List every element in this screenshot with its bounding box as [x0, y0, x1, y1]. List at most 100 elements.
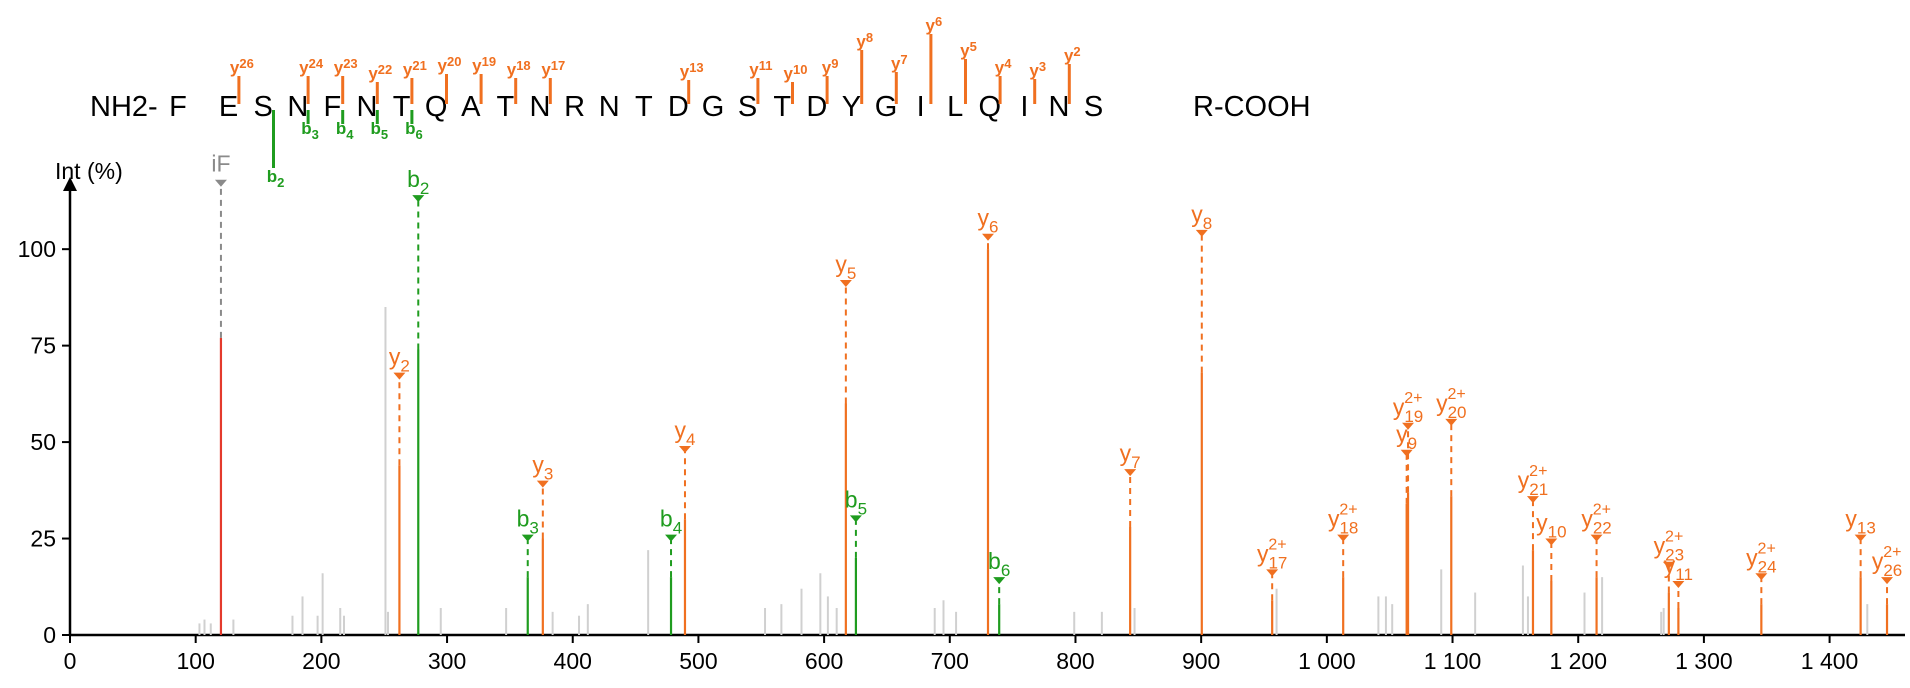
peak-label: y4: [674, 417, 695, 449]
sequence-residue: G: [875, 91, 898, 123]
sequence-residue: Q: [979, 91, 1002, 123]
sequence-residue: D: [806, 91, 827, 123]
y-tick-label: 100: [18, 236, 56, 262]
y-ion-mark-label: y4: [995, 56, 1012, 77]
peak-label: y7: [1120, 440, 1141, 472]
sequence-residue: Y: [842, 91, 861, 123]
sequence-residue: I: [1020, 91, 1028, 123]
peak-label: b6: [988, 548, 1010, 580]
y-ion-mark-label: y11: [749, 58, 772, 79]
peak-marker-triangle: [839, 280, 852, 288]
sequence-residue: F: [324, 91, 342, 123]
y-ion-mark-label: y7: [891, 52, 908, 73]
b-ion-mark-label: b4: [336, 119, 354, 142]
peak-label: b3: [517, 506, 539, 538]
peak-label: y192+: [1393, 390, 1423, 426]
peak-label: y6: [978, 205, 999, 237]
sequence-residue: F: [169, 91, 187, 123]
y-tick-label: 75: [30, 333, 56, 359]
peak-label: iF: [211, 151, 230, 177]
peak-marker-triangle: [1526, 496, 1539, 504]
y-tick-label: 0: [43, 622, 56, 648]
peak-label: y232+: [1654, 529, 1684, 565]
y-ion-mark-label: y13: [680, 60, 704, 81]
y-ion-mark-label: y23: [334, 56, 358, 77]
x-tick-label: 1 100: [1424, 648, 1482, 674]
peak-marker-triangle: [678, 445, 691, 453]
peak-marker-triangle: [1124, 469, 1137, 477]
x-tick-label: 900: [1182, 648, 1220, 674]
sequence-residue: N: [530, 91, 551, 123]
y-ion-mark-label: y5: [960, 39, 977, 60]
y-ion-mark-label: y8: [856, 30, 873, 51]
x-tick-label: 0: [64, 648, 77, 674]
peptide-sequence-annotation: NH2- R-COOH F E S N F N T Q A T N R N T D G S T D Y G I L Q I N Sy…: [90, 14, 1311, 190]
b-ion-mark-label: b3: [301, 119, 319, 142]
sequence-residue: G: [702, 91, 725, 123]
peak-marker-triangle: [1662, 561, 1675, 569]
y-ion-mark-label: y3: [1029, 59, 1046, 80]
y-ion-mark-label: y20: [438, 54, 462, 75]
y-ion-mark-label: y2: [1064, 44, 1081, 65]
sequence-residue: T: [773, 91, 791, 123]
assigned-peaks: iFy2b2b3y3b4y4y5b5y6b6y7y8y172+y182+y9y1…: [211, 151, 1902, 635]
b-ion-mark-label: b6: [405, 119, 423, 142]
x-tick-label: 500: [679, 648, 717, 674]
sequence-residue: S: [738, 91, 757, 123]
y-ion-mark-label: y17: [541, 58, 565, 79]
peak-label: y212+: [1518, 463, 1548, 499]
y-tick-label: 25: [30, 526, 56, 552]
peak-label: b4: [660, 506, 682, 538]
peak-label: y262+: [1872, 544, 1902, 580]
peak-marker-triangle: [1672, 580, 1685, 588]
peak-label: y10: [1536, 510, 1566, 542]
y-axis-title: Int (%): [55, 158, 123, 184]
peak-marker-triangle: [665, 534, 678, 542]
peak-marker-triangle: [1400, 449, 1413, 457]
c-terminus-label: R-COOH: [1193, 91, 1311, 123]
peak-label: y3: [532, 452, 553, 484]
x-tick-label: 800: [1056, 648, 1094, 674]
y-ion-mark-label: y9: [822, 56, 839, 77]
sequence-residue: D: [668, 91, 689, 123]
sequence-residue: E: [219, 91, 238, 123]
y-ion-mark-label: y18: [507, 58, 531, 79]
sequence-residue: S: [1084, 91, 1103, 123]
peak-marker-triangle: [1337, 534, 1350, 542]
y-ion-mark-label: y21: [403, 58, 427, 79]
peak-label: b2: [407, 166, 429, 198]
peak-marker-triangle: [1266, 569, 1279, 577]
sequence-residue: T: [497, 91, 515, 123]
peak-label: y242+: [1746, 540, 1776, 576]
y-ion-mark-label: y24: [299, 56, 324, 77]
x-tick-label: 300: [428, 648, 466, 674]
sequence-residue: I: [917, 91, 925, 123]
x-tick-label: 100: [176, 648, 214, 674]
peak-label: y222+: [1581, 502, 1611, 538]
peak-label: b5: [845, 486, 867, 518]
peak-marker-triangle: [1755, 573, 1768, 581]
peak-marker-triangle: [1445, 418, 1458, 426]
y-ion-mark-label: y6: [926, 14, 943, 35]
axis-ticks: 0 100 200 300 400 500 600 700 800 900 1 000 1 100 1 …: [18, 236, 1859, 674]
peak-marker-triangle: [1881, 577, 1894, 585]
peak-label: y2: [389, 344, 410, 376]
sequence-residue: S: [254, 91, 273, 123]
sequence-residue: Q: [425, 91, 448, 123]
peak-marker-triangle: [993, 577, 1006, 585]
peak-marker-triangle: [393, 372, 406, 380]
unassigned-peaks: [198, 307, 1869, 635]
sequence-residue: N: [1049, 91, 1070, 123]
sequence-residue: A: [461, 91, 481, 123]
b-ion-mark-label: b5: [370, 119, 388, 142]
y-axis-arrowhead: [63, 177, 77, 191]
sequence-residue: N: [287, 91, 308, 123]
peak-marker-triangle: [982, 233, 995, 241]
b-ion-mark-label: b2: [267, 167, 285, 190]
x-tick-label: 1 200: [1549, 648, 1607, 674]
peak-label: y5: [835, 251, 856, 283]
peak-label: y202+: [1436, 386, 1466, 422]
peak-marker-triangle: [214, 179, 227, 187]
sequence-residue: N: [599, 91, 620, 123]
